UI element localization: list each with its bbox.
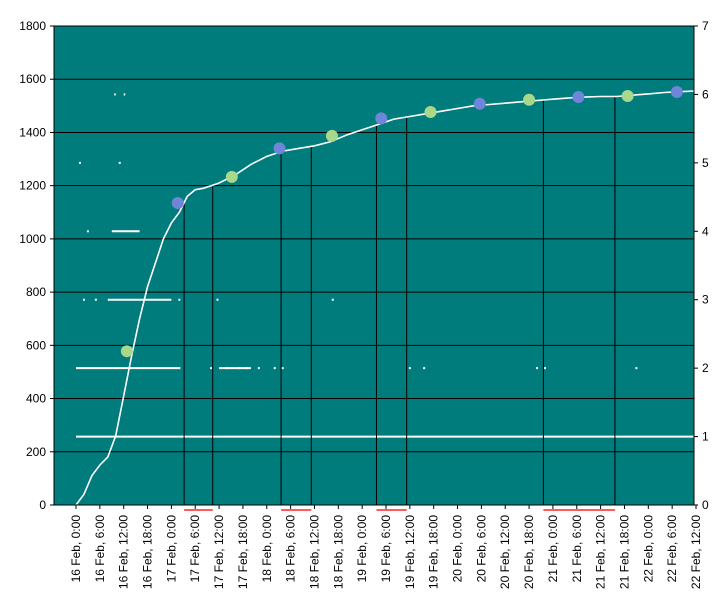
event-dot [245,367,248,370]
data-point [473,97,486,110]
x-tick-label: 21 Feb, 12:00 [594,515,608,589]
y2-tick-label: 5 [702,156,709,170]
event-dot [536,367,539,370]
y2-tick-label: 4 [702,224,709,238]
event-dot [118,161,121,164]
x-tick-label: 21 Feb, 6:00 [570,515,584,583]
y2-tick-label: 6 [702,87,709,101]
event-dot [331,298,334,301]
y-tick-label: 1600 [19,72,46,86]
x-tick-label: 16 Feb, 6:00 [93,515,107,583]
x-tick-label: 18 Feb, 18:00 [331,515,345,589]
marker-points [120,85,683,358]
x-tick-label: 21 Feb, 18:00 [617,515,631,589]
data-point [325,129,338,142]
event-dot [210,367,213,370]
x-tick-label: 19 Feb, 0:00 [355,515,369,583]
x-tick-label: 20 Feb, 12:00 [498,515,512,589]
y-ticks-left: 0 200 400 600 800 1000 1200 1400 1600 1800 [19,19,46,512]
y2-tick-label: 3 [702,293,709,307]
y-tick-label: 600 [26,338,46,352]
event-dot [281,367,284,370]
x-tick-label: 17 Feb, 12:00 [212,515,226,589]
y-tick-label: 1200 [19,179,46,193]
x-tick-label: 18 Feb, 6:00 [284,515,298,583]
data-point [375,112,388,125]
x-tick-label: 17 Feb, 18:00 [236,515,250,589]
x-tick-label: 19 Feb, 6:00 [379,515,393,583]
axes [50,25,698,509]
event-dot [543,367,546,370]
x-tick-label: 16 Feb, 18:00 [141,515,155,589]
event-markers [76,93,720,438]
data-point [424,105,437,118]
data-point [621,89,634,102]
event-dot [423,367,426,370]
x-tick-label: 20 Feb, 6:00 [474,515,488,583]
x-tick-label: 17 Feb, 6:00 [188,515,202,583]
series-line-group [75,88,721,506]
data-point [523,93,536,106]
y2-tick-label: 1 [702,430,709,444]
drop-lines [183,96,616,505]
series-line [75,88,721,506]
data-point [225,170,238,183]
x-tick-label: 17 Feb, 0:00 [164,515,178,583]
y-tick-label: 1800 [19,19,46,33]
gridlines [54,25,694,506]
event-dot [178,298,181,301]
plot-area [54,26,694,505]
event-dot [635,367,638,370]
y2-tick-label: 7 [702,19,709,33]
data-point [572,91,585,104]
x-tick-label: 16 Feb, 0:00 [69,515,83,583]
event-dot [216,298,219,301]
y-tick-label: 1400 [19,125,46,139]
y2-tick-label: 0 [702,498,709,512]
event-dot [408,367,411,370]
x-tick-label: 16 Feb, 12:00 [117,515,131,589]
event-dot [237,367,240,370]
data-point [120,345,133,358]
event-dot [78,161,81,164]
y-tick-label: 1000 [19,232,46,246]
y-tick-label: 800 [26,285,46,299]
x-tick-label: 21 Feb, 0:00 [546,515,560,583]
x-tick-label: 22 Feb, 6:00 [665,515,679,583]
y-tick-label: 200 [26,445,46,459]
x-tick-label: 18 Feb, 0:00 [260,515,274,583]
y-ticks-right: 0 1 2 3 4 5 6 7 [702,19,709,512]
y2-tick-label: 2 [702,361,709,375]
data-point [670,85,683,98]
x-tick-label: 18 Feb, 12:00 [307,515,321,589]
x-tick-label: 20 Feb, 18:00 [522,515,536,589]
y-tick-label: 400 [26,392,46,406]
event-dot [82,298,85,301]
x-tick-label: 22 Feb, 0:00 [641,515,655,583]
event-dot [178,367,181,370]
x-tick-label: 19 Feb, 12:00 [403,515,417,589]
event-dot [94,298,97,301]
x-tick-label: 22 Feb, 12:00 [689,515,703,589]
event-dot [86,230,89,233]
y-tick-label: 0 [39,498,46,512]
x-ticks: 16 Feb, 0:00 16 Feb, 6:00 16 Feb, 12:00 16 … [69,515,703,589]
x-tick-label: 19 Feb, 18:00 [427,515,441,589]
data-point [273,142,286,155]
data-point [171,196,184,209]
event-dot [226,367,229,370]
event-dot [257,367,260,370]
event-dot [273,367,276,370]
x-tick-label: 20 Feb, 0:00 [451,515,465,583]
